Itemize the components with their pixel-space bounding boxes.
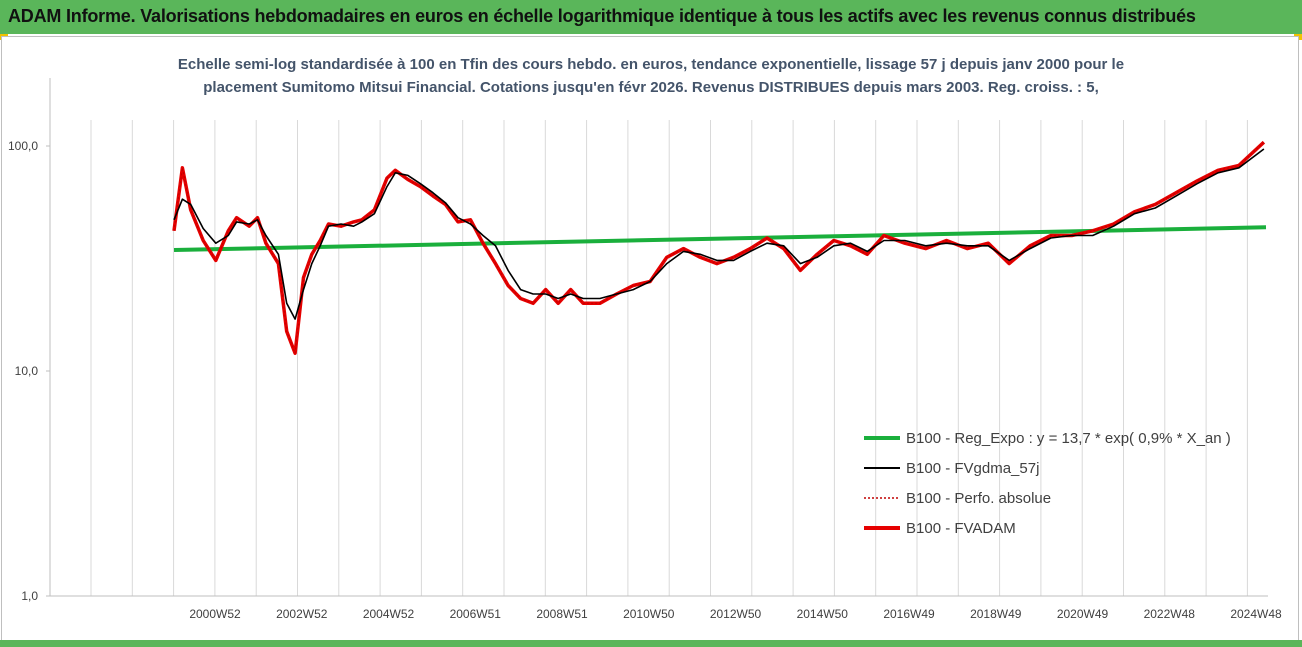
series-fvgdma-line [173, 148, 1265, 320]
x-tick-label: 2000W52 [189, 607, 241, 621]
subtitle-line-2: placement Sumitomo Mitsui Financial. Cot… [203, 79, 1099, 96]
subtitle-line-1: Echelle semi-log standardisée à 100 en T… [177, 56, 1125, 73]
chart-title: ADAM Informe. Valorisations hebdomadaire… [8, 6, 1196, 26]
x-tick-label: 2024W48 [1230, 607, 1282, 621]
x-tick-label: 2006W51 [450, 607, 502, 621]
x-tick-label: 2004W52 [363, 607, 415, 621]
legend-label: B100 - Reg_Expo : y = 13,7 * exp( 0,9% *… [906, 430, 1231, 447]
x-tick-label: 2014W50 [797, 607, 849, 621]
x-tick-label: 2002W52 [276, 607, 328, 621]
y-tick-label: 10,0 [15, 364, 39, 378]
x-tick-label: 2012W50 [710, 607, 762, 621]
series-perfo-line [173, 141, 1265, 354]
grid [90, 120, 1248, 596]
x-tick-label: 2022W48 [1144, 607, 1196, 621]
series-lines [172, 140, 1267, 355]
y-tick-label: 1,0 [21, 589, 38, 603]
x-tick-label: 2010W50 [623, 607, 675, 621]
x-tick-label: 2018W49 [970, 607, 1022, 621]
legend: B100 - Reg_Expo : y = 13,7 * exp( 0,9% *… [864, 430, 1231, 537]
x-tick-label: 2008W51 [536, 607, 588, 621]
bottom-strip [0, 640, 1302, 647]
axes: 1,0 10,0 100,0 2000W52 2002W52 2004W52 2006W51… [8, 78, 1282, 621]
legend-label: B100 - FVADAM [906, 520, 1016, 537]
y-tick-label: 100,0 [8, 139, 38, 153]
legend-label: B100 - FVgdma_57j [906, 460, 1039, 477]
x-tick-label: 2016W49 [883, 607, 935, 621]
x-tick-label: 2020W49 [1057, 607, 1109, 621]
legend-label: B100 - Perfo. absolue [906, 490, 1051, 507]
title-banner: ADAM Informe. Valorisations hebdomadaire… [0, 0, 1302, 34]
